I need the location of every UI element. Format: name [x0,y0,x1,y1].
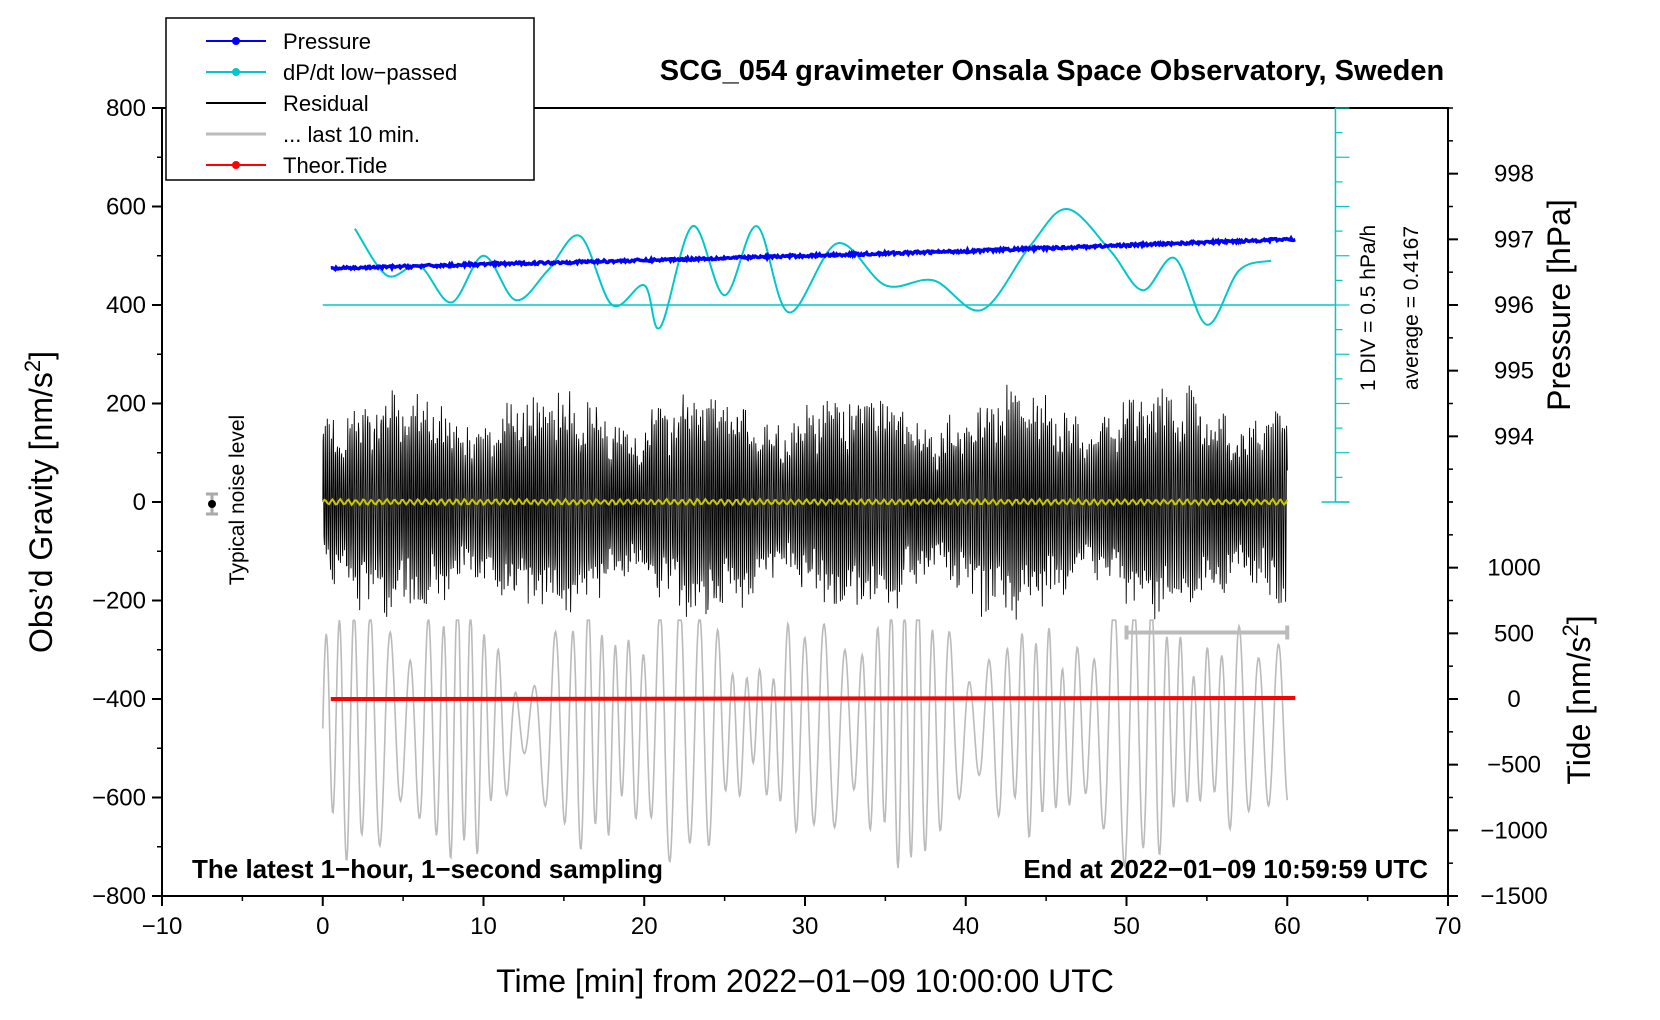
series-pressure [330,234,1296,273]
tide-tick-label: 500 [1494,620,1534,647]
noise-indicator [206,492,218,516]
legend: Pressure dP/dt low−passed Residual ... last… [165,17,535,181]
x-tick-label: 40 [952,913,979,940]
x-tick-label: 60 [1274,913,1301,940]
pressure-tick-label: 996 [1494,292,1534,319]
y-label-tide-sup: 2 [1558,624,1583,636]
legend-marker [232,161,240,169]
y-axis-label-gravity: Obs’d Gravity [nm/s2] [20,351,59,653]
dpdt-average-label: average = 0.4167 [1400,226,1423,390]
annotation-end-time: End at 2022−01−09 10:59:59 UTC [1023,854,1428,884]
legend-label: Pressure [283,29,371,54]
series-theor-tide [330,696,1296,701]
x-tick-label: 70 [1435,913,1462,940]
y-tick-label: 0 [133,489,146,516]
plot-curves [321,207,1336,869]
x-tick-label: 0 [316,913,329,940]
y-label-gravity-end: ] [23,351,59,360]
y-tick-label: 800 [106,95,146,122]
tide-tick-label: 0 [1507,686,1520,713]
legend-label: Theor.Tide [283,153,387,178]
y-tick-label: −800 [92,883,146,910]
legend-items: Pressure dP/dt low−passed Residual ... last… [206,29,457,178]
tide-tick-label: −500 [1487,752,1541,779]
legend-label: Residual [283,91,369,116]
y-axis-label-pressure: Pressure [hPa] [1541,199,1577,411]
y-tick-label: 600 [106,194,146,221]
tide-tick-label: −1500 [1480,883,1547,910]
legend-label: ... last 10 min. [283,122,420,147]
y-label-tide-main: Tide [nm/s [1561,636,1597,784]
dpdt-scale-label: 1 DIV = 0.5 hPa/h [1357,225,1380,391]
x-axis-label: Time [min] from 2022−01−09 10:00:00 UTC [496,963,1114,999]
last-10-min-bracket [1124,625,1290,640]
x-tick-label: 30 [792,913,819,940]
series-last-10-min [322,619,1289,869]
legend-box [165,17,535,181]
y-tick-label: 200 [106,391,146,418]
pressure-tick-label: 994 [1494,423,1534,450]
pressure-tick-label: 997 [1494,226,1534,253]
x-tick-label: −10 [142,913,183,940]
dpdt-scale-ruler [1321,107,1350,503]
axes: −10 0 10 20 30 40 50 60 70 800 600 400 200 0 −200 −400 −… [92,95,1548,940]
y-tick-label: −200 [92,588,146,615]
y-label-tide-end: ] [1561,615,1597,624]
series-dpdt [354,207,1272,330]
x-tick-label: 50 [1113,913,1140,940]
legend-marker [232,68,240,76]
y-label-gravity-sup: 2 [20,360,45,372]
y-tick-label: −400 [92,686,146,713]
legend-marker [232,37,240,45]
pressure-tick-label: 995 [1494,358,1534,385]
y-axis-label-tide: Tide [nm/s2] [1558,615,1597,784]
chart-title: SCG_054 gravimeter Onsala Space Observat… [660,55,1444,87]
tide-tick-label: 1000 [1487,555,1540,582]
tide-tick-label: −1000 [1480,817,1547,844]
noise-label: Typical noise level [226,415,249,585]
noise-dot [208,500,216,508]
x-tick-label: 20 [631,913,658,940]
x-tick-label: 10 [470,913,497,940]
annotation-latest-hour: The latest 1−hour, 1−second sampling [192,854,663,884]
y-tick-label: −600 [92,785,146,812]
pressure-tick-label: 998 [1494,161,1534,188]
series-residual [322,384,1288,620]
y-tick-label: 400 [106,292,146,319]
series-residual-smoothed [321,497,1289,507]
y-label-gravity-main: Obs’d Gravity [nm/s [23,372,59,653]
legend-label: dP/dt low−passed [283,60,457,85]
